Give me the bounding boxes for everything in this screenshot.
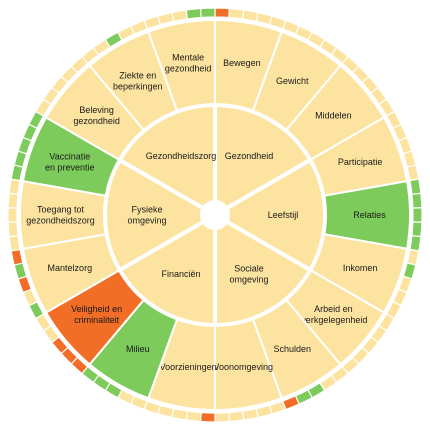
theme-label-vaccinatie-en-preventie-line: en preventie: [45, 163, 95, 173]
indicator-tick-mentale-gezondheid-5: [199, 7, 216, 19]
theme-label-mentale-gezondheid: Mentale gezondheid: [165, 52, 212, 73]
indicator-tick-woonomgeving-5: [214, 411, 231, 423]
theme-label-toegang-tot-gezondheidszorg: Toegang tot gezondheidszorg: [26, 205, 95, 226]
indicator-tick-voorzieningen-2: [185, 410, 202, 423]
indicator-tick-mentale-gezondheid-2: [157, 11, 175, 26]
theme-label-woonomgeving: Woonomgeving: [211, 362, 273, 372]
indicator-tick-participatie-5: [406, 164, 420, 182]
domain-label-fysieke-omgeving-line: omgeving: [127, 216, 166, 226]
indicator-tick-toegang-tot-gezondheidszorg-1: [8, 235, 21, 252]
domain-label-fysieke-omgeving-line: Fysieke: [131, 205, 162, 215]
indicator-tick-toegang-tot-gezondheidszorg-4: [7, 192, 19, 209]
domain-label-sociale-omgeving-line: omgeving: [229, 274, 268, 284]
domain-label-sociale-omgeving-line: Sociale: [234, 263, 264, 273]
indicator-tick-mentale-gezondheid-3: [171, 9, 189, 23]
theme-label-veiligheid-en-criminaliteit: Veiligheid en criminaliteit: [71, 304, 122, 325]
theme-label-ziekte-en-beperkingen: Ziekte en beperkingen: [113, 71, 163, 92]
domain-label-financien-line: Financiën: [161, 269, 200, 279]
theme-label-bewegen: Bewegen: [223, 58, 261, 68]
theme-label-vaccinatie-en-preventie-line: Vaccinatie: [49, 152, 90, 162]
theme-label-beleving-gezondheid: Beleving gezondheid: [73, 105, 120, 126]
theme-label-ziekte-en-beperkingen-line: beperkingen: [113, 82, 163, 92]
theme-label-veiligheid-en-criminaliteit-line: Veiligheid en: [71, 304, 122, 314]
theme-label-ziekte-en-beperkingen-line: Ziekte en: [119, 71, 156, 81]
domain-label-leefstijl: Leefstijl: [268, 210, 299, 220]
indicator-tick-mantelzorg-4: [13, 262, 28, 280]
theme-label-relaties-line: Relaties: [353, 210, 386, 220]
theme-label-arbeid-en-werkgelegenheid: Arbeid en werkgelegenheid: [298, 304, 367, 325]
theme-label-beleving-gezondheid-line: gezondheid: [73, 116, 120, 126]
theme-label-beleving-gezondheid-line: Beleving: [79, 105, 114, 115]
theme-label-inkomen: Inkomen: [343, 263, 378, 273]
theme-label-mantelzorg-line: Mantelzorg: [48, 263, 93, 273]
theme-ring: Bewegen Gewicht Middelen Participatie Relati…: [19, 18, 411, 412]
indicator-ring: [7, 7, 423, 423]
indicator-tick-mantelzorg-5: [10, 248, 24, 266]
indicator-tick-relaties-1: [409, 178, 422, 195]
indicator-tick-mentale-gezondheid-4: [185, 7, 202, 20]
indicator-tick-participatie-4: [402, 150, 417, 168]
theme-label-milieu-line: Milieu: [126, 344, 150, 354]
theme-label-arbeid-en-werkgelegenheid-line: Arbeid en: [314, 304, 353, 314]
domain-label-leefstijl-line: Leefstijl: [268, 210, 299, 220]
indicator-tick-woonomgeving-4: [228, 410, 245, 423]
theme-label-middelen: Middelen: [315, 111, 352, 121]
domain-label-gezondheid-line: Gezondheid: [225, 151, 274, 161]
theme-label-participatie: Participatie: [338, 157, 383, 167]
theme-label-milieu: Milieu: [126, 344, 150, 354]
theme-label-toegang-tot-gezondheidszorg-line: gezondheidszorg: [26, 216, 95, 226]
indicator-tick-voorzieningen-3: [171, 407, 189, 421]
domain-label-gezondheid: Gezondheid: [225, 151, 274, 161]
theme-label-mantelzorg: Mantelzorg: [48, 263, 93, 273]
indicator-tick-relaties-3: [412, 207, 423, 223]
domain-label-gezondheidszorg-line: Gezondheidszorg: [146, 151, 217, 161]
theme-label-bewegen-line: Bewegen: [223, 58, 261, 68]
theme-label-mentale-gezondheid-line: gezondheid: [165, 63, 212, 73]
indicator-tick-toegang-tot-gezondheidszorg-3: [7, 207, 18, 223]
theme-label-woonomgeving-line: Woonomgeving: [211, 362, 273, 372]
indicator-tick-relaties-4: [411, 221, 423, 238]
theme-label-middelen-line: Middelen: [315, 111, 352, 121]
theme-label-gewicht: Gewicht: [276, 76, 309, 86]
indicator-tick-toegang-tot-gezondheidszorg-5: [8, 178, 21, 195]
domain-label-financien: Financiën: [161, 269, 200, 279]
wheel-hub: [202, 202, 228, 228]
theme-label-schulden: Schulden: [273, 344, 311, 354]
theme-label-veiligheid-en-criminaliteit-line: criminaliteit: [74, 315, 120, 325]
theme-label-arbeid-en-werkgelegenheid-line: werkgelegenheid: [298, 315, 367, 325]
theme-label-voorzieningen: Voorzieningen: [160, 362, 217, 372]
indicator-tick-bewegen-3: [241, 9, 259, 23]
indicator-tick-relaties-5: [409, 235, 422, 252]
indicator-tick-voorzieningen-1: [199, 411, 216, 423]
theme-label-mentale-gezondheid-line: Mentale: [172, 52, 204, 62]
indicator-tick-relaties-2: [411, 192, 423, 209]
theme-label-schulden-line: Schulden: [273, 344, 311, 354]
indicator-tick-woonomgeving-2: [255, 404, 273, 419]
indicator-tick-woonomgeving-3: [241, 407, 259, 421]
indicator-tick-toegang-tot-gezondheidszorg-2: [7, 221, 19, 238]
domain-label-gezondheidszorg: Gezondheidszorg: [146, 151, 217, 161]
theme-label-voorzieningen-line: Voorzieningen: [160, 362, 217, 372]
theme-label-gewicht-line: Gewicht: [276, 76, 309, 86]
domain-label-sociale-omgeving: Sociale omgeving: [229, 263, 268, 284]
indicator-tick-bewegen-2: [228, 7, 245, 20]
theme-label-participatie-line: Participatie: [338, 157, 383, 167]
theme-label-relaties: Relaties: [353, 210, 386, 220]
theme-label-inkomen-line: Inkomen: [343, 263, 378, 273]
indicator-tick-bewegen-1: [214, 7, 231, 19]
theme-label-toegang-tot-gezondheidszorg-line: Toegang tot: [37, 205, 85, 215]
theme-label-vaccinatie-en-preventie: Vaccinatie en preventie: [45, 152, 95, 173]
domain-label-fysieke-omgeving: Fysieke omgeving: [127, 205, 166, 226]
